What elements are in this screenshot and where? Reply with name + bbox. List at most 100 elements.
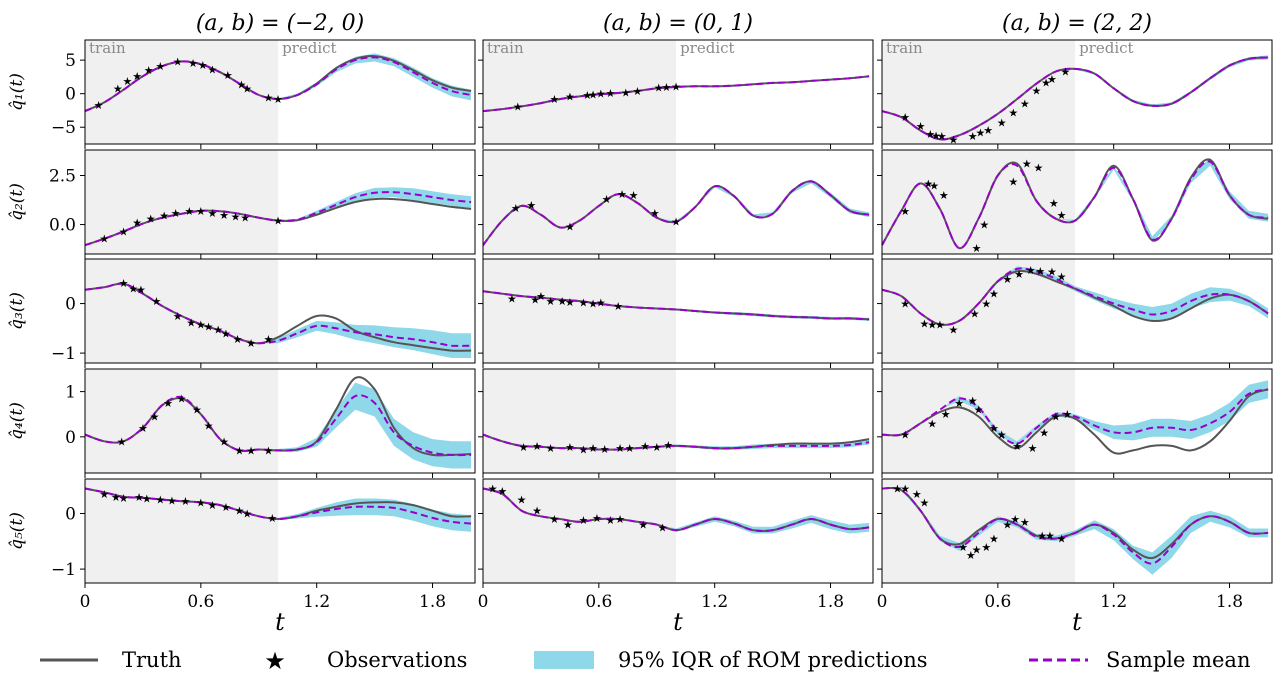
observation-marker: ★ <box>658 521 668 534</box>
observation-marker: ★ <box>1051 410 1061 423</box>
observation-marker: ★ <box>263 333 273 346</box>
observation-marker: ★ <box>136 284 146 297</box>
observation-marker: ★ <box>941 408 951 421</box>
observation-marker: ★ <box>519 441 529 454</box>
mean-line <box>882 267 1269 326</box>
train-region <box>85 259 279 363</box>
observation-marker: ★ <box>983 124 993 137</box>
x-tick-label: 1.2 <box>701 592 728 612</box>
observation-marker: ★ <box>188 57 198 70</box>
x-tick-label: 0.6 <box>187 592 214 612</box>
observation-marker: ★ <box>150 410 160 423</box>
observation-marker: ★ <box>134 491 144 504</box>
observation-marker: ★ <box>99 233 109 246</box>
observation-marker: ★ <box>1022 158 1032 171</box>
observation-marker: ★ <box>958 541 968 554</box>
train-region <box>483 150 677 254</box>
observation-marker: ★ <box>246 337 256 350</box>
panel-3-4: ★★★★ ★★★★★ ★★★ ★ <box>877 368 1273 478</box>
observation-marker: ★ <box>159 210 169 223</box>
observation-marker: ★ <box>663 439 673 452</box>
observation-marker: ★ <box>976 127 986 140</box>
observation-marker: ★ <box>1035 265 1045 278</box>
panel-frame <box>881 478 1273 584</box>
observation-marker: ★ <box>1020 98 1030 111</box>
observation-marker: ★ <box>900 482 910 495</box>
y-tick-label: 0 <box>65 85 76 105</box>
observation-marker: ★ <box>900 205 910 218</box>
iqr-band <box>882 380 1269 446</box>
train-region <box>882 369 1076 473</box>
observation-marker: ★ <box>192 404 202 417</box>
panel-3-1: ★★★★★ ★ ★★★★★★★★★★train predict <box>877 39 1273 149</box>
y-axis-label: q̂₂(t) <box>7 183 27 221</box>
observation-marker: ★ <box>1008 175 1018 188</box>
panel-1-2: ★★★ ★ ★ ★ ★ ★ ★ ★ ★ ★ ★2.50.0q̂₂(t) <box>7 149 476 259</box>
observation-marker: ★ <box>231 210 241 223</box>
observation-marker: ★ <box>273 215 283 228</box>
observation-marker: ★ <box>557 295 567 308</box>
observation-marker: ★ <box>927 318 937 331</box>
observation-marker: ★ <box>900 429 910 442</box>
observation-marker: ★ <box>233 333 243 346</box>
legend-iqr-label: 95% IQR of ROM predictions <box>618 648 928 672</box>
observation-marker: ★ <box>219 435 229 448</box>
predict-label: predict <box>680 39 734 57</box>
observation-marker: ★ <box>981 541 991 554</box>
observation-marker: ★ <box>119 277 129 290</box>
x-tick-label: 0.6 <box>984 592 1011 612</box>
observation-marker: ★ <box>617 188 627 201</box>
observation-marker: ★ <box>997 429 1007 442</box>
panel-frame <box>881 368 1273 474</box>
observation-marker: ★ <box>600 443 610 456</box>
observation-marker: ★ <box>167 495 177 508</box>
observation-marker: ★ <box>1028 442 1038 455</box>
observation-marker: ★ <box>196 496 206 509</box>
observation-marker: ★ <box>132 70 142 83</box>
observation-marker: ★ <box>507 293 517 306</box>
observation-marker: ★ <box>1014 268 1024 281</box>
observation-marker: ★ <box>532 505 542 518</box>
panel-grid: ★★★ ★ ★ ★ ★ ★ ★ ★ ★★★★ ★train predict50−5q̂₁(t)★★★… <box>7 39 1273 588</box>
train-region <box>882 150 1076 254</box>
x-axes: 0 0.6 1.2 1.8 t 0 0.6 1.2 1.8 t 0 0.6 1.2 1.8 t <box>80 592 1243 636</box>
train-label: train <box>487 39 524 57</box>
observation-marker: ★ <box>221 501 231 514</box>
observation-marker: ★ <box>223 69 233 82</box>
y-tick-label: 5 <box>65 51 76 71</box>
x-tick-label: 1.2 <box>1100 592 1127 612</box>
observation-marker: ★ <box>549 93 559 106</box>
observation-marker: ★ <box>920 317 930 330</box>
train-region <box>85 369 279 473</box>
observation-marker: ★ <box>198 59 208 72</box>
observation-marker: ★ <box>939 189 949 202</box>
observation-marker: ★ <box>629 189 639 202</box>
observation-marker: ★ <box>1033 162 1043 175</box>
observation-marker: ★ <box>236 78 246 91</box>
observation-marker: ★ <box>488 482 498 495</box>
train-label: train <box>89 39 126 57</box>
observation-marker: ★ <box>511 202 521 215</box>
observation-marker: ★ <box>513 100 523 113</box>
x-axis-label: t <box>275 608 285 636</box>
panel-2-2: ★ ★★★ ★ ★★★ <box>478 149 874 259</box>
y-tick-label: −5 <box>51 118 76 138</box>
observation-marker: ★ <box>177 392 187 405</box>
x-tick-label: 0.6 <box>585 592 612 612</box>
observation-marker: ★ <box>588 442 598 455</box>
observation-marker: ★ <box>948 133 958 146</box>
panel-3-5: ★★ ★★★★★ ★★★★ ★★★ ★ <box>877 478 1273 588</box>
x-tick-label: 1.2 <box>303 592 330 612</box>
observation-marker: ★ <box>497 485 507 498</box>
observation-marker: ★ <box>235 505 245 518</box>
observation-marker: ★ <box>979 219 989 232</box>
observation-marker: ★ <box>929 179 939 192</box>
panel-frame <box>482 39 874 145</box>
observation-marker: ★ <box>526 199 536 212</box>
observation-marker: ★ <box>900 111 910 124</box>
observation-marker: ★ <box>931 129 941 142</box>
mean-line <box>483 487 870 532</box>
observation-marker: ★ <box>565 441 575 454</box>
observation-marker: ★ <box>536 290 546 303</box>
